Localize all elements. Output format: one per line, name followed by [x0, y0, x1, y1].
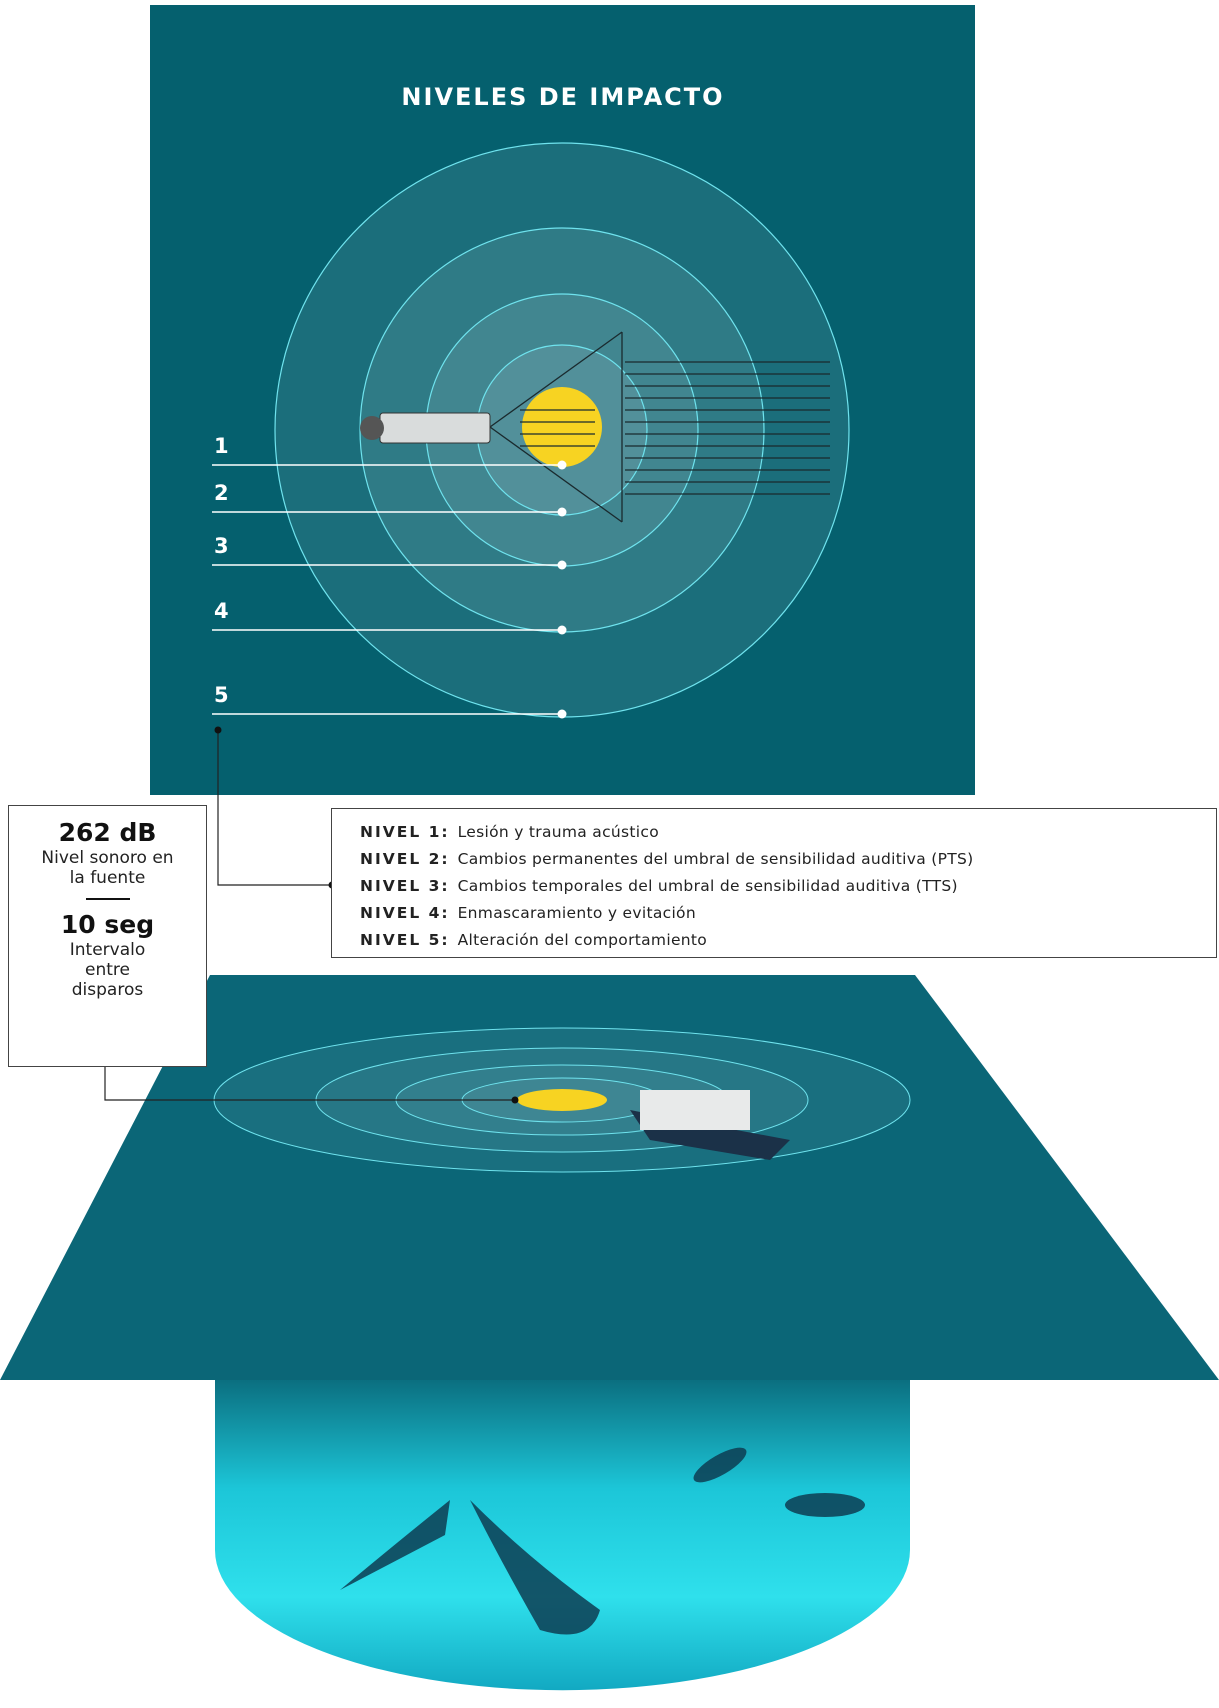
legend: NIVEL 1: Lesión y trauma acústico NIVEL 2:…: [331, 808, 1217, 958]
water-column: [215, 1380, 910, 1691]
stat-label: Nivel sonoro en la fuente: [41, 848, 174, 888]
level-label: 4: [214, 599, 229, 623]
legend-text: Cambios permanentes del umbral de sensib…: [457, 850, 974, 868]
source-zone: [522, 387, 602, 467]
legend-text: Lesión y trauma acústico: [457, 823, 660, 841]
level-dot: [557, 507, 567, 517]
stat-value: 10 seg: [60, 910, 155, 939]
level-label: 2: [214, 481, 229, 505]
streamers: [489, 331, 830, 523]
surface-source: [517, 1089, 607, 1111]
ship: [360, 412, 491, 444]
stat-label: Intervalo entre disparos: [69, 940, 146, 1000]
legend-row: NIVEL 1: Lesión y trauma acústico: [360, 823, 1216, 850]
level-dot: [557, 560, 567, 570]
level-label: 5: [214, 683, 229, 707]
legend-level: NIVEL 1:: [360, 823, 450, 841]
legend-text: Alteración del comportamiento: [457, 931, 708, 949]
level-dot: [557, 460, 567, 470]
stats-box: 262 dB Nivel sonoro en la fuente 10 seg Int…: [8, 805, 207, 1067]
legend-level: NIVEL 3:: [360, 877, 450, 895]
animals: [340, 1447, 865, 1635]
level-label: 3: [214, 534, 229, 558]
legend-text: Enmascaramiento y evitación: [457, 904, 696, 922]
level-dot: [557, 709, 567, 719]
stat-value: 262 dB: [58, 818, 157, 847]
level-label: 1: [214, 434, 229, 458]
legend-level: NIVEL 2:: [360, 850, 450, 868]
legend-row: NIVEL 3: Cambios temporales del umbral de…: [360, 877, 1216, 904]
legend-level: NIVEL 4:: [360, 904, 450, 922]
legend-level: NIVEL 5:: [360, 931, 450, 949]
legend-row: NIVEL 2: Cambios permanentes del umbral d…: [360, 850, 1216, 877]
title: NIVELES DE IMPACTO: [401, 83, 724, 111]
legend-row: NIVEL 5: Alteración del comportamiento: [360, 931, 1216, 958]
legend-row: NIVEL 4: Enmascaramiento y evitación: [360, 904, 1216, 931]
divider: [85, 898, 130, 900]
level-dot: [557, 625, 567, 635]
legend-text: Cambios temporales del umbral de sensibi…: [457, 877, 958, 895]
